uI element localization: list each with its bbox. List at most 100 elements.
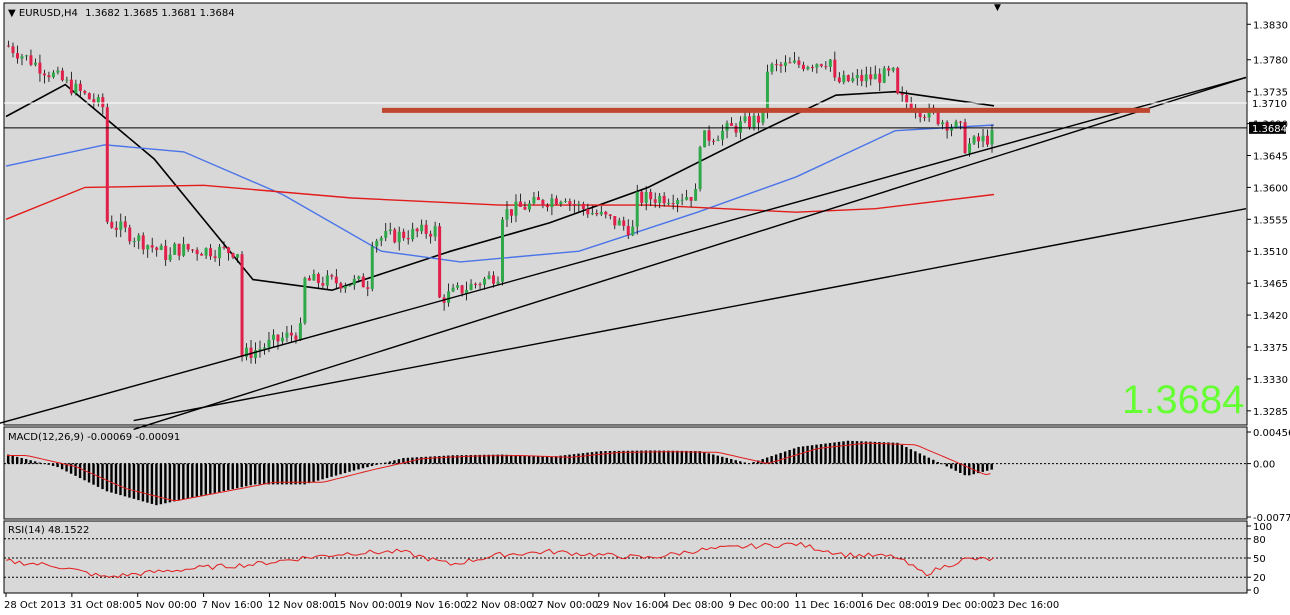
macd-bar [694,451,697,464]
candle-up [451,287,455,292]
macd-bar [307,463,311,484]
macd-bar [186,463,190,499]
ma-line-black [5,83,995,292]
candle-up [465,289,469,294]
macd-bar [442,455,446,464]
candle-up [132,240,136,242]
macd-bar [245,463,248,487]
macd-bar [348,463,351,472]
macd-bar [801,446,805,464]
macd-bar [644,450,648,464]
macd-bar [433,456,437,464]
candle-up [280,337,284,342]
macd-bar [568,454,571,464]
candle-up [716,139,720,141]
candle-down [568,201,572,205]
macd-bar [280,463,284,485]
candle-down [869,74,873,80]
candle-down [29,55,33,65]
macd-bar [734,460,737,464]
macd-tick-label: 0.00 [1253,460,1275,471]
macd-bar [249,463,252,486]
ohlc-values: 1.3682 1.3685 1.3681 1.3684 [85,8,235,19]
candle-down [963,122,967,154]
trendline [0,76,1247,424]
candle-down [730,123,734,126]
macd-bar [267,463,270,485]
candle-down [415,228,419,232]
candle-down [83,91,87,94]
candle-up [770,64,774,72]
candle-up [864,74,868,82]
macd-bar [370,463,374,466]
macd-bar [631,450,634,464]
macd-bar [514,455,517,464]
candle-down [87,93,91,100]
macd-bar [936,461,940,464]
candle-up [563,201,567,203]
macd-bar [168,463,172,503]
macd-bar [846,440,850,464]
candle-down [339,283,343,289]
time-label: 19 Nov 16:00 [399,600,466,611]
macd-bar [438,456,441,464]
price-tick-label: 1.3465 [1253,279,1288,290]
candle-up [501,219,504,282]
candle-up [245,347,249,357]
macd-bar [424,456,428,464]
candle-down [536,197,540,200]
trendline [133,76,1247,431]
macd-bar [873,441,877,464]
candle-down [810,67,814,69]
candle-up [559,201,563,205]
macd-bar [56,463,59,468]
rsi-title: RSI(14) 48.1522 [8,525,89,536]
candle-down [734,125,738,133]
shift-marker-icon[interactable]: ▼ [994,3,1001,13]
macd-bar [159,463,163,505]
macd-bar [752,462,755,464]
macd-bar [65,463,68,472]
candle-down [150,245,154,248]
time-label: 19 Dec 00:00 [926,600,993,611]
macd-bar [950,463,953,469]
macd-bar [87,463,91,483]
candle-down [438,226,442,298]
candle-down [141,235,145,250]
candle-down [887,68,891,71]
candle-up [550,198,554,208]
candle-down [69,79,73,94]
candle-down [986,135,990,145]
macd-bar [150,463,154,504]
current-price-label: 1.3684 [1252,124,1287,135]
candle-down [478,284,482,286]
macd-bar [577,453,580,464]
macd-bar [806,445,809,464]
price-tick-label: 1.3830 [1253,20,1288,31]
dropdown-arrow-icon[interactable]: ▼ [8,8,19,19]
candle-up [658,195,662,203]
rsi-plot: 100 80 50 20 0 [4,522,1272,597]
candle-down [801,64,805,70]
macd-bar [289,463,293,485]
candle-down [406,238,410,240]
candle-down [11,46,15,54]
candle-down [900,93,904,95]
macd-bar [366,463,369,468]
macd-bar [78,463,82,479]
macd-bar [262,463,266,485]
macd-bar [447,455,450,464]
candle-up [635,191,639,227]
macd-bar [900,444,904,464]
macd-bar [379,463,383,465]
candle-up [137,235,141,241]
candle-up [159,245,163,250]
candle-down [878,73,882,83]
candle-up [204,248,208,256]
candle-up [343,286,347,289]
candle-down [231,253,235,258]
candle-down [748,116,751,128]
candle-down [545,205,549,208]
candle-up [312,273,316,281]
